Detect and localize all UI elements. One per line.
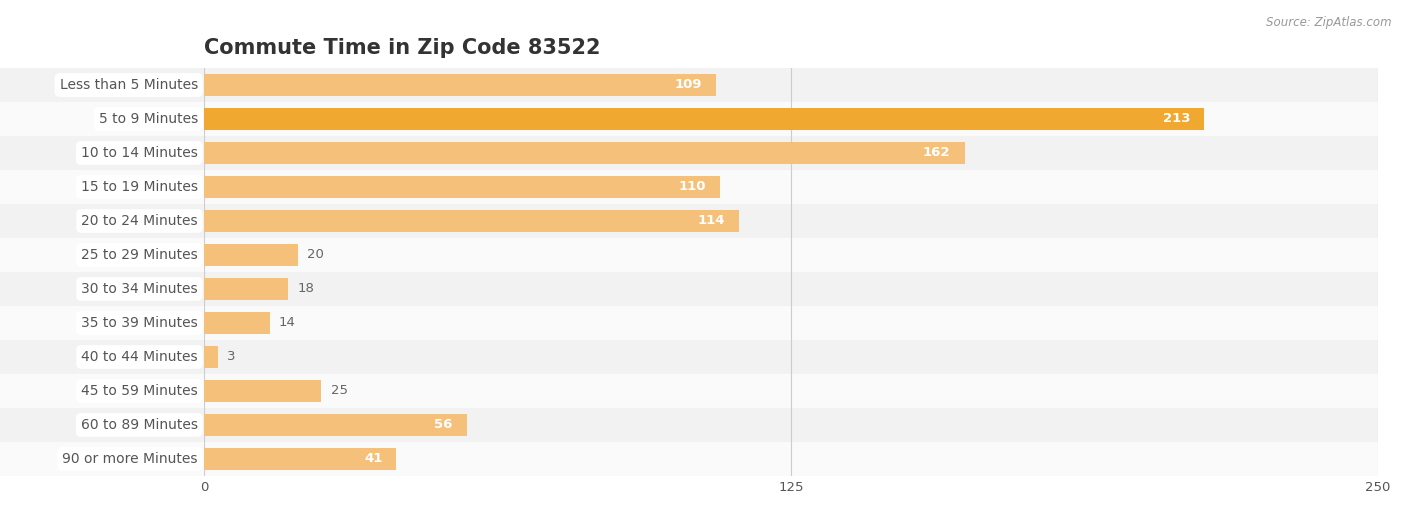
- Bar: [204, 238, 1378, 272]
- Bar: [204, 68, 1378, 102]
- Bar: [204, 278, 288, 300]
- Bar: [204, 380, 321, 402]
- Bar: [204, 272, 1378, 306]
- Text: 90 or more Minutes: 90 or more Minutes: [62, 452, 198, 466]
- Bar: [204, 142, 965, 164]
- Bar: [204, 306, 1378, 340]
- Text: 35 to 39 Minutes: 35 to 39 Minutes: [82, 316, 198, 330]
- Text: 213: 213: [1163, 112, 1189, 126]
- Text: 56: 56: [434, 418, 453, 431]
- Text: 60 to 89 Minutes: 60 to 89 Minutes: [80, 418, 198, 432]
- Bar: [204, 408, 1378, 442]
- Bar: [0, 204, 204, 238]
- Text: 25: 25: [330, 384, 347, 397]
- Text: Source: ZipAtlas.com: Source: ZipAtlas.com: [1267, 16, 1392, 29]
- Bar: [0, 442, 204, 476]
- Bar: [204, 374, 1378, 408]
- Text: 14: 14: [278, 316, 295, 329]
- Text: 5 to 9 Minutes: 5 to 9 Minutes: [98, 112, 198, 126]
- Text: Less than 5 Minutes: Less than 5 Minutes: [59, 78, 198, 92]
- Bar: [204, 204, 1378, 238]
- Bar: [204, 312, 270, 334]
- Bar: [204, 442, 1378, 476]
- Text: 25 to 29 Minutes: 25 to 29 Minutes: [82, 248, 198, 262]
- Bar: [0, 306, 204, 340]
- Bar: [0, 272, 204, 306]
- Text: 15 to 19 Minutes: 15 to 19 Minutes: [80, 180, 198, 194]
- Bar: [0, 408, 204, 442]
- Text: 45 to 59 Minutes: 45 to 59 Minutes: [82, 384, 198, 398]
- Bar: [204, 210, 740, 232]
- Bar: [204, 170, 1378, 204]
- Bar: [0, 374, 204, 408]
- Bar: [204, 108, 1204, 130]
- Bar: [204, 136, 1378, 170]
- Text: 30 to 34 Minutes: 30 to 34 Minutes: [82, 282, 198, 296]
- Text: 20: 20: [307, 248, 323, 262]
- Bar: [0, 340, 204, 374]
- Text: Commute Time in Zip Code 83522: Commute Time in Zip Code 83522: [204, 38, 600, 58]
- Text: 3: 3: [228, 350, 236, 363]
- Bar: [0, 102, 204, 136]
- Bar: [204, 102, 1378, 136]
- Text: 18: 18: [298, 282, 315, 295]
- Bar: [0, 136, 204, 170]
- Text: 20 to 24 Minutes: 20 to 24 Minutes: [82, 214, 198, 228]
- Bar: [204, 340, 1378, 374]
- Bar: [204, 244, 298, 266]
- Text: 110: 110: [679, 180, 706, 194]
- Bar: [0, 238, 204, 272]
- Text: 114: 114: [697, 214, 725, 228]
- Text: 109: 109: [673, 78, 702, 92]
- Text: 162: 162: [924, 146, 950, 160]
- Text: 40 to 44 Minutes: 40 to 44 Minutes: [82, 350, 198, 364]
- Bar: [204, 414, 467, 436]
- Text: 41: 41: [364, 452, 382, 465]
- Bar: [204, 346, 218, 368]
- Bar: [204, 176, 720, 198]
- Bar: [204, 74, 716, 96]
- Bar: [204, 448, 396, 470]
- Bar: [0, 68, 204, 102]
- Text: 10 to 14 Minutes: 10 to 14 Minutes: [82, 146, 198, 160]
- Bar: [0, 170, 204, 204]
